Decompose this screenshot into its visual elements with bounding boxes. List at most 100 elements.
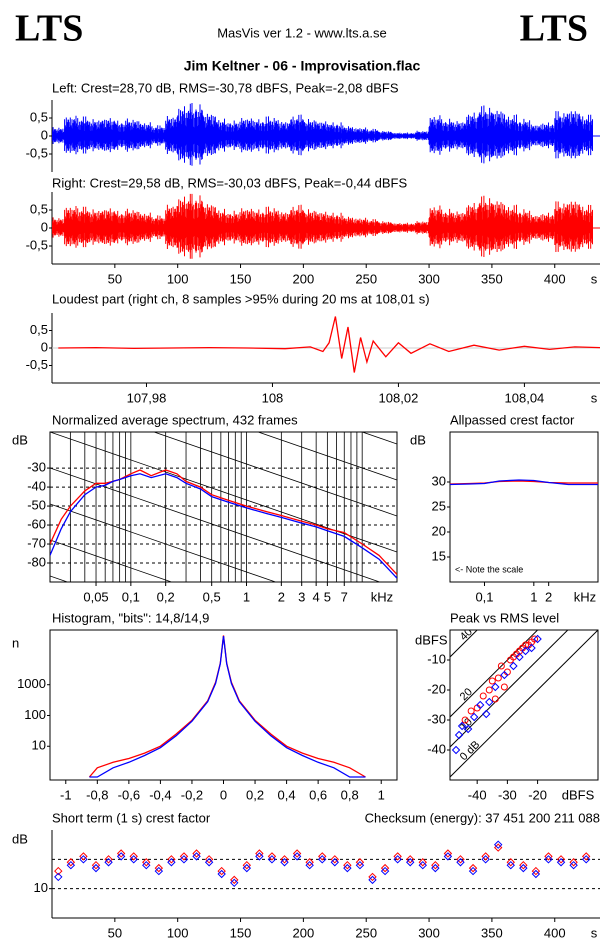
waveform-segment (214, 118, 229, 152)
waveform-segment (529, 215, 543, 240)
waveform-segment (466, 203, 480, 251)
waveform-segment (52, 217, 66, 238)
data-point (393, 852, 402, 861)
waveform-segment (202, 113, 216, 156)
waveform-segment (516, 209, 531, 245)
data-point (454, 730, 464, 740)
waveform-segment (478, 195, 493, 257)
data-point (154, 863, 164, 873)
x-tick-label: 107,98 (127, 390, 167, 405)
data-point (509, 661, 518, 671)
waveform-segment (378, 221, 392, 234)
x-tick-label: 2 (278, 589, 285, 604)
data-point (521, 646, 530, 656)
data-point (380, 863, 390, 873)
chart-title: Left: Crest=28,70 dB, RMS=-30,78 dBFS, P… (52, 80, 399, 95)
data-line (50, 473, 397, 579)
y-tick-label: 0,5 (30, 109, 48, 124)
y-tick-label: -40 (427, 741, 446, 756)
chart-title: Loudest part (right ch, 8 samples >95% d… (52, 291, 430, 306)
waveform-segment (441, 208, 455, 246)
data-point (91, 860, 101, 870)
x-tick-label: 0 (220, 787, 227, 802)
y-tick-label: 10 (32, 738, 46, 753)
x-tick-label: 1 (378, 787, 385, 802)
data-point (500, 670, 509, 680)
data-point (104, 855, 113, 864)
waveform-segment (416, 221, 430, 235)
data-point (230, 875, 239, 885)
plot-area (52, 840, 600, 890)
waveform-segment (227, 210, 241, 244)
waveform-segment (453, 211, 468, 243)
chart-panel: Right: Crest=29,58 dB, RMS=-30,03 dBFS, … (26, 175, 600, 286)
y-tick-label: 0 (41, 219, 48, 234)
x-tick-label: 50 (108, 271, 122, 286)
x-tick-label: 250 (355, 271, 377, 286)
data-point (368, 875, 377, 885)
waveform-segment (340, 125, 355, 146)
data-point (443, 852, 453, 861)
waveform-segment (189, 193, 204, 259)
data-point (463, 724, 473, 734)
waveform-segment (516, 118, 531, 152)
plot-area (88, 635, 366, 778)
x-tick-label: 1 (243, 589, 250, 604)
y-tick-label: -0,5 (26, 145, 48, 160)
data-point (204, 858, 214, 867)
waveform-segment (428, 115, 443, 155)
plot-area (50, 432, 397, 582)
data-point (192, 849, 201, 858)
x-tick-label: 100 (167, 271, 189, 286)
x-tick-label: 250 (355, 925, 377, 940)
data-point (330, 858, 340, 867)
waveform-segment (227, 120, 241, 150)
x-tick-label: 350 (481, 925, 503, 940)
data-point (485, 697, 494, 707)
y-tick-label: -60 (27, 516, 46, 531)
data-point (355, 860, 365, 870)
waveform-segment (52, 127, 66, 144)
data-point (461, 716, 469, 724)
y-tick-label: -10 (427, 651, 446, 666)
data-point (116, 852, 126, 861)
chart-title: Right: Crest=29,58 dB, RMS=-30,03 dBFS, … (52, 175, 407, 190)
waveform-segment (315, 211, 329, 243)
waveform-segment (390, 132, 405, 139)
waveform-segment (403, 222, 417, 233)
data-point (242, 863, 252, 873)
data-line (58, 316, 600, 373)
data-point (491, 682, 500, 692)
x-tick-label: -0,4 (149, 787, 171, 802)
x-tick-label: 4 (313, 589, 320, 604)
data-point (485, 686, 493, 694)
chart-title: Normalized average spectrum, 432 frames (52, 412, 298, 427)
waveform-segment (441, 118, 455, 152)
data-point (497, 662, 505, 670)
data-point (267, 855, 277, 864)
data-point (343, 863, 352, 873)
waveform-segment (541, 122, 556, 149)
x-tick-label: 3 (298, 589, 305, 604)
data-point (451, 745, 461, 755)
waveform-segment (214, 208, 229, 246)
data-point (581, 852, 591, 861)
waveform-segment (290, 114, 304, 156)
data-point (556, 858, 566, 867)
waveform-segment (315, 121, 329, 150)
file-name: Jim Keltner - 06 - Improvisation.flac (184, 58, 421, 74)
x-tick-label: 5 (324, 589, 331, 604)
waveform-segment (390, 223, 405, 233)
x-tick-label: -20 (528, 787, 547, 802)
data-point (569, 858, 578, 867)
waveform-segment (302, 119, 317, 152)
y-tick-label: 0,5 (30, 322, 48, 337)
waveform-segment (529, 124, 543, 147)
data-point (179, 852, 189, 861)
waveform-segment (491, 110, 505, 159)
reference-slope (50, 539, 173, 582)
waveform-segment (177, 103, 191, 166)
x-tick-label: 300 (418, 925, 440, 940)
